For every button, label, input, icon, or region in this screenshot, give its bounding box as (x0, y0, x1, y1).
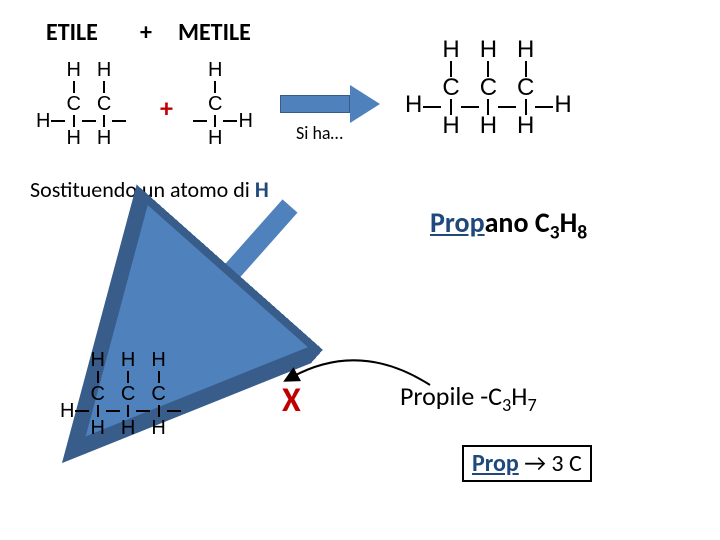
label-siha: Si ha… (296, 122, 343, 144)
label-sostituendo: Sostituendo un atomo di H (30, 176, 269, 203)
structure-propane: H H C H H C H H C H H (405, 40, 572, 136)
label-prop3c-box: Prop → 3 C (462, 445, 592, 482)
label-propile: Propile -C3H7 (400, 380, 537, 416)
plus-red: + (160, 92, 173, 124)
structure-methyl: H C H H (192, 60, 253, 148)
structure-propyl: H H C H H C H H C H (60, 350, 182, 438)
arrow-right-head (350, 85, 380, 123)
label-metile: METILE (178, 18, 251, 47)
arrow-right-body (280, 95, 350, 113)
label-propano: Propano C3H8 (430, 205, 587, 245)
arrow-diagonal (150, 200, 330, 350)
label-plus-top: + (140, 18, 152, 47)
structure-ethyl: H H C H H C H (36, 60, 127, 148)
label-etile: ETILE (46, 18, 98, 47)
